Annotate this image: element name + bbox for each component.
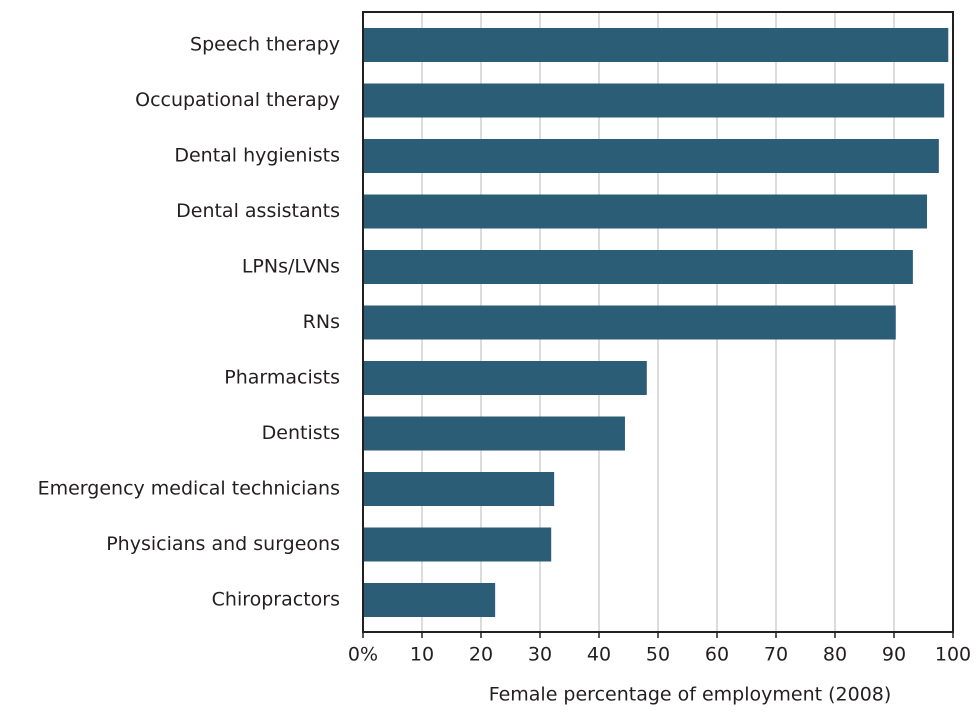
x-tick-label: 70	[764, 644, 788, 666]
y-tick-label: Dentists	[262, 422, 340, 444]
x-axis-label: Female percentage of employment (2008)	[489, 684, 892, 706]
y-tick-label: Speech therapy	[190, 34, 340, 56]
y-tick-label: Occupational therapy	[135, 89, 340, 111]
y-tick-label: Pharmacists	[224, 367, 340, 389]
x-tick-label: 0%	[348, 644, 378, 666]
x-tick-label: 40	[587, 644, 611, 666]
x-tick-label: 60	[705, 644, 729, 666]
plot-frame	[362, 11, 954, 633]
bar	[363, 305, 896, 340]
bar	[363, 361, 647, 395]
bar	[363, 28, 949, 62]
bar	[363, 83, 945, 118]
bar	[363, 194, 928, 229]
y-tick-label: Physicians and surgeons	[106, 533, 340, 555]
bar	[363, 527, 552, 562]
x-tick-label: 10	[410, 644, 434, 666]
x-tick-label: 100	[935, 644, 971, 666]
y-tick-label: LPNs/LVNs	[242, 256, 340, 278]
y-tick-label: Dental hygienists	[174, 145, 340, 167]
y-tick-label: Dental assistants	[176, 200, 340, 222]
bar	[363, 416, 625, 451]
bar	[363, 583, 496, 617]
x-tick-label: 20	[469, 644, 493, 666]
x-tick-label: 50	[646, 644, 670, 666]
x-tick-label: 30	[528, 644, 552, 666]
x-tick-label: 90	[882, 644, 906, 666]
bar	[363, 250, 913, 284]
bar	[363, 139, 939, 173]
bar	[363, 472, 555, 506]
y-tick-label: Chiropractors	[212, 589, 340, 611]
y-tick-label: RNs	[303, 311, 340, 333]
y-tick-label: Emergency medical technicians	[38, 478, 340, 500]
x-tick-label: 80	[823, 644, 847, 666]
